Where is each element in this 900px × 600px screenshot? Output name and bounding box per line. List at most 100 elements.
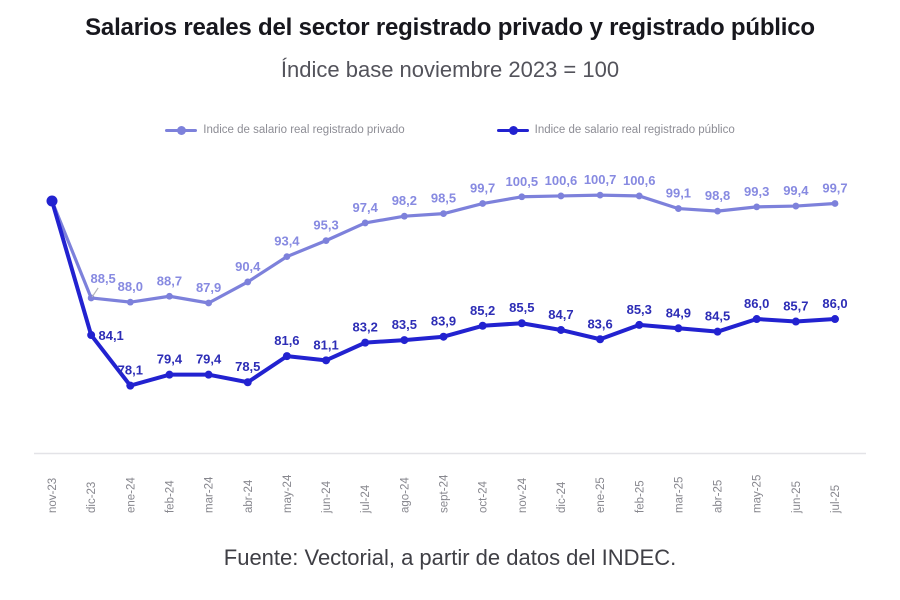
data-point — [674, 324, 683, 333]
x-axis-tick-label: jun-25 — [791, 481, 803, 514]
data-label: 84,9 — [666, 305, 691, 320]
data-point — [204, 370, 213, 379]
data-label: 79,4 — [196, 352, 222, 367]
data-label: 85,3 — [627, 302, 652, 317]
x-axis-tick-label: ago-24 — [399, 477, 411, 513]
x-axis-tick-label: feb-25 — [634, 480, 646, 513]
data-label: 84,7 — [548, 307, 573, 322]
data-point — [791, 317, 800, 326]
data-label: 87,9 — [196, 280, 221, 295]
x-axis-tick-label: dic-24 — [556, 481, 568, 513]
data-point — [713, 327, 722, 336]
data-label: 86,0 — [822, 296, 847, 311]
data-point — [596, 191, 604, 199]
data-label: 83,6 — [587, 316, 612, 331]
data-point — [635, 320, 644, 329]
data-label: 84,1 — [98, 328, 123, 343]
data-label: 86,0 — [744, 296, 769, 311]
data-label: 99,4 — [783, 183, 809, 198]
legend-item-publico: Indice de salario real registrado públic… — [496, 124, 735, 136]
data-label: 98,2 — [392, 193, 417, 208]
data-point — [126, 298, 134, 306]
data-point — [361, 219, 369, 227]
x-axis-tick-label: nov-23 — [47, 478, 59, 513]
data-point — [282, 352, 291, 361]
data-point — [831, 315, 839, 324]
data-point — [792, 202, 800, 210]
x-axis-tick-label: jul-24 — [360, 484, 372, 514]
data-point — [752, 315, 761, 324]
data-label: 85,5 — [509, 300, 534, 315]
data-point — [322, 356, 331, 365]
data-label: 93,4 — [274, 234, 300, 249]
x-axis-tick-label: feb-24 — [164, 480, 176, 513]
data-point — [518, 193, 526, 201]
data-label: 100,7 — [584, 172, 617, 187]
data-point — [714, 207, 721, 215]
data-label: 88,7 — [157, 273, 182, 288]
data-point — [46, 195, 58, 207]
x-axis-tick-label: may-24 — [282, 474, 294, 513]
data-point — [440, 210, 447, 218]
legend-label-privado: Indice de salario real registrado privad… — [203, 124, 405, 136]
data-label: 83,5 — [392, 317, 417, 332]
data-point — [205, 299, 213, 307]
data-label: 84,5 — [705, 309, 730, 324]
x-axis-tick-label: mar-24 — [204, 476, 216, 513]
legend-marker-publico-icon — [496, 125, 529, 135]
x-axis-tick-label: oct-24 — [478, 480, 490, 513]
legend-item-privado: Indice de salario real registrado privad… — [165, 124, 405, 136]
x-axis-tick-label: mar-25 — [673, 477, 685, 513]
data-label: 95,3 — [313, 218, 338, 233]
source-note: Fuente: Vectorial, a partir de datos del… — [223, 545, 677, 570]
data-point — [831, 200, 839, 207]
data-point — [517, 319, 526, 328]
x-axis-tick-label: jun-24 — [321, 480, 333, 514]
data-point — [557, 192, 565, 200]
x-axis-tick-label: ene-25 — [595, 477, 607, 513]
data-label: 78,5 — [235, 359, 260, 374]
x-axis-tick-label: ene-24 — [125, 477, 137, 513]
data-label: 99,7 — [470, 181, 495, 196]
data-point — [400, 212, 408, 220]
data-label: 97,4 — [353, 200, 379, 215]
x-axis-tick-label: abr-25 — [713, 480, 725, 513]
data-point — [478, 321, 487, 330]
data-point — [361, 338, 370, 347]
x-axis-tick-label: may-25 — [752, 475, 764, 513]
data-label: 79,4 — [157, 352, 183, 367]
data-point — [439, 332, 448, 341]
data-label: 81,1 — [313, 337, 338, 352]
data-label: 88,0 — [118, 279, 143, 294]
data-label: 81,6 — [274, 333, 299, 348]
data-label: 99,7 — [822, 181, 847, 196]
data-label: 100,5 — [506, 174, 539, 189]
x-axis-tick-label: abr-24 — [243, 479, 255, 513]
data-point — [126, 381, 135, 390]
data-point — [244, 278, 252, 286]
legend-marker-privado-icon — [165, 125, 198, 135]
data-label: 99,1 — [666, 186, 691, 201]
data-label: 88,5 — [90, 271, 115, 286]
data-label: 85,2 — [470, 303, 495, 318]
x-axis-tick-label: sept-24 — [439, 474, 451, 513]
data-point — [87, 331, 96, 340]
data-label: 83,2 — [353, 320, 378, 335]
data-point — [675, 205, 682, 212]
legend: Indice de salario real registrado privad… — [0, 124, 900, 136]
legend-label-publico: Indice de salario real registrado públic… — [534, 124, 735, 136]
x-axis-tick-label: dic-23 — [86, 482, 98, 513]
data-label: 100,6 — [545, 173, 578, 188]
data-label: 90,4 — [235, 259, 261, 274]
x-axis-tick-label: nov-24 — [517, 477, 529, 513]
data-point — [166, 292, 173, 300]
data-point — [479, 200, 487, 207]
label-leader-line — [91, 287, 99, 298]
data-point — [635, 192, 643, 200]
data-label: 83,9 — [431, 314, 456, 329]
page-title: Salarios reales del sector registrado pr… — [85, 14, 815, 41]
data-point — [556, 325, 565, 334]
data-point — [400, 336, 409, 345]
